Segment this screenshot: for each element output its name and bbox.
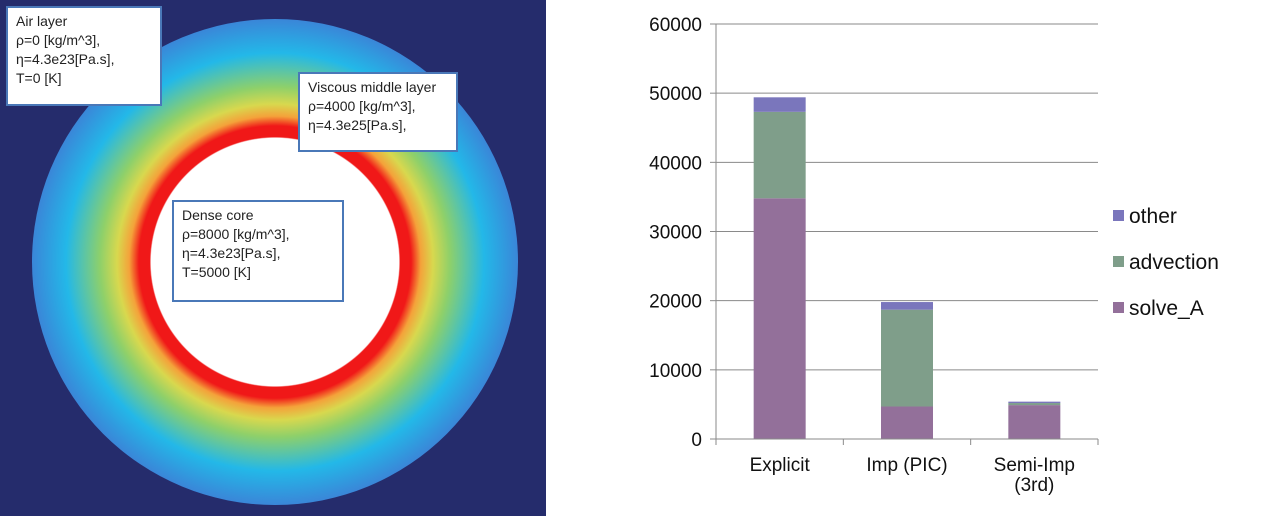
bar-segment-solve-A bbox=[753, 198, 806, 439]
y-tick-label: 0 bbox=[691, 430, 702, 451]
bar-segment-solve-A bbox=[1008, 405, 1061, 439]
air-layer-label: Air layer ρ=0 [kg/m^3], η=4.3e23[Pa.s], … bbox=[6, 6, 162, 106]
bar-segment-solve-A bbox=[881, 406, 933, 439]
simulation-panel: Air layer ρ=0 [kg/m^3], η=4.3e23[Pa.s], … bbox=[0, 0, 546, 516]
legend-label: advection bbox=[1129, 251, 1219, 274]
y-tick-label: 40000 bbox=[649, 153, 702, 174]
legend-item-advection: advection bbox=[1113, 251, 1219, 274]
dense-core-density: ρ=8000 [kg/m^3], bbox=[182, 226, 290, 242]
bar-segment-advection bbox=[1008, 403, 1061, 406]
legend-item-other: other bbox=[1113, 205, 1177, 228]
y-tick-label: 30000 bbox=[649, 223, 702, 244]
y-tick-label: 10000 bbox=[649, 361, 702, 382]
viscous-layer-label: Viscous middle layer ρ=4000 [kg/m^3], η=… bbox=[298, 72, 458, 152]
air-layer-temperature: T=0 [K] bbox=[16, 70, 62, 86]
x-category-label: Explicit bbox=[750, 455, 811, 476]
legend-item-solve-A: solve_A bbox=[1113, 297, 1204, 320]
bar-segment-other bbox=[881, 302, 933, 310]
bar-segment-other bbox=[1008, 401, 1061, 404]
bar-segment-other bbox=[753, 97, 806, 112]
x-category-label: Semi-Imp (3rd) bbox=[994, 455, 1075, 496]
legend-swatch bbox=[1113, 210, 1124, 221]
dense-core-label: Dense core ρ=8000 [kg/m^3], η=4.3e23[Pa.… bbox=[172, 200, 344, 302]
bar-segment-advection bbox=[881, 309, 933, 407]
legend-swatch bbox=[1113, 302, 1124, 313]
viscous-layer-density: ρ=4000 [kg/m^3], bbox=[308, 98, 416, 114]
viscous-layer-title: Viscous middle layer bbox=[308, 79, 437, 95]
y-tick-label: 60000 bbox=[649, 15, 702, 36]
viscous-layer-viscosity: η=4.3e25[Pa.s], bbox=[308, 117, 407, 133]
dense-core-temperature: T=5000 [K] bbox=[182, 264, 251, 280]
dense-core-viscosity: η=4.3e23[Pa.s], bbox=[182, 245, 281, 261]
bar-segment-advection bbox=[753, 111, 806, 199]
legend-label: other bbox=[1129, 205, 1177, 228]
x-category-label: Imp (PIC) bbox=[866, 455, 947, 476]
y-tick-label: 20000 bbox=[649, 292, 702, 313]
air-layer-density: ρ=0 [kg/m^3], bbox=[16, 32, 101, 48]
air-layer-title: Air layer bbox=[16, 13, 68, 29]
legend-swatch bbox=[1113, 256, 1124, 267]
legend-label: solve_A bbox=[1129, 297, 1204, 320]
y-tick-label: 50000 bbox=[649, 84, 702, 105]
air-layer-viscosity: η=4.3e23[Pa.s], bbox=[16, 51, 115, 67]
dense-core-title: Dense core bbox=[182, 207, 254, 223]
timing-bar-chart: 0 10000 20000 30000 40000 50000 60000 Explicit I… bbox=[649, 15, 1219, 496]
